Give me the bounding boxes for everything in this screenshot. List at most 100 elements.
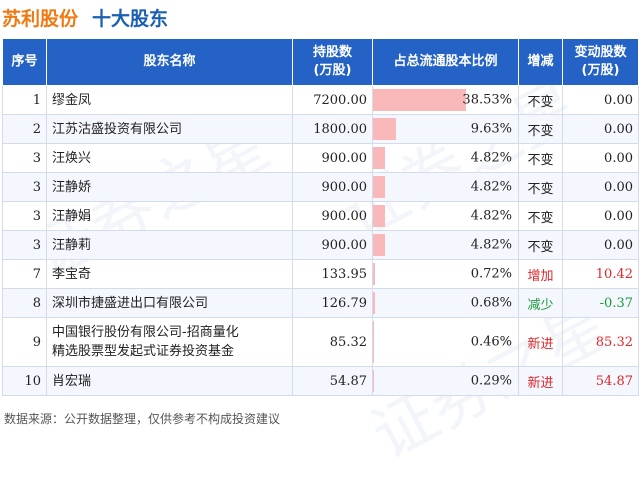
col-header-shares: 持股数 (万股) <box>292 38 373 86</box>
ratio-bar <box>373 234 385 256</box>
ratio-cell: 4.82% <box>372 230 519 260</box>
rank-cell: 2 <box>2 114 47 144</box>
ratio-cell: 0.29% <box>372 366 519 396</box>
title-bar: 苏利股份 十大股东 <box>0 0 640 32</box>
table-header-row: 序号 股东名称 持股数 (万股) 占总流通股本比例 增减 变动股数 (万股) <box>2 38 639 86</box>
col-header-ratio: 占总流通股本比例 <box>372 38 519 86</box>
table-row: 3 汪静娇 900.00 4.82% 不变 0.00 <box>2 172 639 202</box>
rank-cell: 3 <box>2 201 47 231</box>
shareholder-name: 中国银行股份有限公司-招商量化 <box>52 325 239 340</box>
ratio-cell: 0.46% <box>372 317 519 367</box>
shares-cell: 900.00 <box>292 230 373 260</box>
ratio-bar <box>373 89 466 111</box>
ratio-bar <box>373 147 385 169</box>
shareholder-name: 汪静莉 <box>52 237 92 253</box>
shareholder-name: 汪焕兴 <box>52 150 92 166</box>
ratio-value: 0.46% <box>470 334 512 350</box>
ratio-cell: 38.53% <box>372 85 519 115</box>
shareholder-name-cell: 肖宏瑞 <box>46 366 293 396</box>
shares-cell: 7200.00 <box>292 85 373 115</box>
ratio-value: 38.53% <box>462 92 512 108</box>
ratio-bar <box>373 176 385 198</box>
ratio-value: 4.82% <box>470 208 512 224</box>
change-amount-cell: 10.42 <box>562 259 639 289</box>
table-row: 3 汪静莉 900.00 4.82% 不变 0.00 <box>2 230 639 260</box>
shareholders-table: 序号 股东名称 持股数 (万股) 占总流通股本比例 增减 变动股数 (万股) 1… <box>2 38 639 396</box>
rank-cell: 7 <box>2 259 47 289</box>
shareholder-name-cell: 缪金凤 <box>46 85 293 115</box>
change-direction-cell: 减少 <box>518 288 563 318</box>
change-amount-cell: -0.37 <box>562 288 639 318</box>
shareholder-name: 深圳市捷盛进出口有限公司 <box>52 295 209 311</box>
col-header-shares-line2: (万股) <box>313 63 352 78</box>
change-direction-cell: 增加 <box>518 259 563 289</box>
shares-cell: 900.00 <box>292 143 373 173</box>
shares-cell: 54.87 <box>292 366 373 396</box>
change-amount-cell: 0.00 <box>562 114 639 144</box>
shares-cell: 900.00 <box>292 172 373 202</box>
table-body: 1 缪金凤 7200.00 38.53% 不变 0.00 2 江苏沽盛投资有限公司 1800.0… <box>2 85 639 396</box>
company-title: 苏利股份 <box>2 8 79 30</box>
ratio-cell: 0.72% <box>372 259 519 289</box>
rank-cell: 3 <box>2 172 47 202</box>
change-amount-cell: 85.32 <box>562 317 639 367</box>
change-amount-cell: 0.00 <box>562 230 639 260</box>
change-direction-cell: 不变 <box>518 201 563 231</box>
col-header-change-amount: 变动股数 (万股) <box>562 38 639 86</box>
ratio-value: 4.82% <box>470 150 512 166</box>
ratio-bar <box>373 118 397 140</box>
change-amount-cell: 54.87 <box>562 366 639 396</box>
shareholder-name-cell: 中国银行股份有限公司-招商量化 精选股票型发起式证券投资基金 <box>46 317 293 367</box>
change-amount-cell: 0.00 <box>562 85 639 115</box>
table-row: 1 缪金凤 7200.00 38.53% 不变 0.00 <box>2 85 639 115</box>
col-header-shares-line1: 持股数 <box>312 45 352 60</box>
change-direction-cell: 不变 <box>518 172 563 202</box>
shareholder-name-cell: 汪静娇 <box>46 172 293 202</box>
table-row: 7 李宝奇 133.95 0.72% 增加 10.42 <box>2 259 639 289</box>
shareholder-name: 汪静娟 <box>52 208 92 224</box>
shareholder-name-cell: 江苏沽盛投资有限公司 <box>46 114 293 144</box>
change-direction-cell: 新进 <box>518 317 563 367</box>
shareholder-name: 肖宏瑞 <box>52 373 92 389</box>
shareholder-name-cell: 汪焕兴 <box>46 143 293 173</box>
section-title: 十大股东 <box>92 8 169 30</box>
ratio-bar <box>373 292 375 314</box>
shares-cell: 133.95 <box>292 259 373 289</box>
table-row: 3 汪焕兴 900.00 4.82% 不变 0.00 <box>2 143 639 173</box>
table-row: 9 中国银行股份有限公司-招商量化 精选股票型发起式证券投资基金 85.32 0.46%… <box>2 317 639 367</box>
ratio-bar <box>373 205 385 227</box>
change-amount-cell: 0.00 <box>562 201 639 231</box>
shareholder-name-cell: 李宝奇 <box>46 259 293 289</box>
shareholder-name: 缪金凤 <box>52 92 92 108</box>
col-header-change-amount-line1: 变动股数 <box>574 45 627 60</box>
shareholder-name-cell: 深圳市捷盛进出口有限公司 <box>46 288 293 318</box>
ratio-value: 0.29% <box>470 373 512 389</box>
change-amount-cell: 0.00 <box>562 172 639 202</box>
ratio-value: 0.72% <box>470 266 512 282</box>
shareholder-name: 汪静娇 <box>52 179 92 195</box>
rank-cell: 1 <box>2 85 47 115</box>
col-header-rank: 序号 <box>2 38 47 86</box>
ratio-cell: 0.68% <box>372 288 519 318</box>
rank-cell: 3 <box>2 230 47 260</box>
shares-cell: 900.00 <box>292 201 373 231</box>
data-source-note: 数据来源：公开数据整理，仅供参考不构成投资建议 <box>4 412 281 426</box>
col-header-change: 增减 <box>518 38 563 86</box>
ratio-cell: 4.82% <box>372 143 519 173</box>
ratio-value: 4.82% <box>470 237 512 253</box>
ratio-cell: 9.63% <box>372 114 519 144</box>
shareholder-name: 江苏沽盛投资有限公司 <box>52 121 183 137</box>
table-row: 2 江苏沽盛投资有限公司 1800.00 9.63% 不变 0.00 <box>2 114 639 144</box>
table-row: 10 肖宏瑞 54.87 0.29% 新进 54.87 <box>2 366 639 396</box>
col-header-change-amount-line2: (万股) <box>581 63 620 78</box>
ratio-bar <box>373 321 375 363</box>
shares-cell: 85.32 <box>292 317 373 367</box>
ratio-cell: 4.82% <box>372 201 519 231</box>
ratio-value: 9.63% <box>470 121 512 137</box>
change-direction-cell: 新进 <box>518 366 563 396</box>
shareholder-name-cell: 汪静娟 <box>46 201 293 231</box>
shares-cell: 1800.00 <box>292 114 373 144</box>
col-header-name: 股东名称 <box>46 38 293 86</box>
rank-cell: 8 <box>2 288 47 318</box>
shareholder-name: 李宝奇 <box>52 266 92 282</box>
